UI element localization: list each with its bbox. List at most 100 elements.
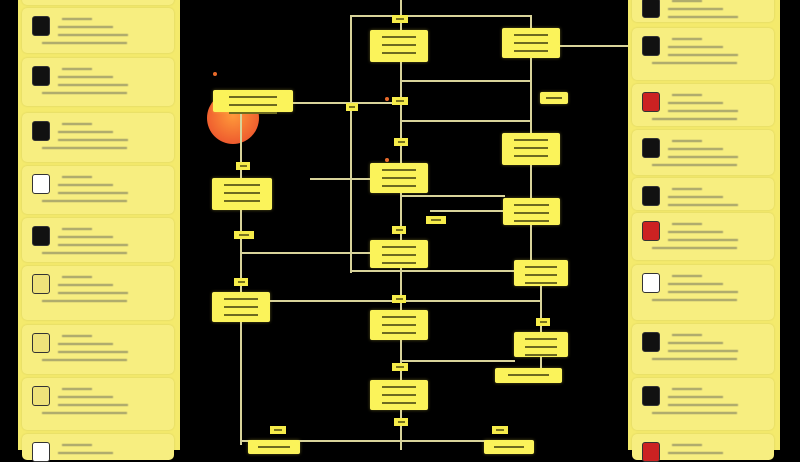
connector-line (240, 110, 242, 445)
left-sidebar-panel (18, 0, 180, 462)
text-line (58, 139, 128, 141)
node-text (258, 446, 290, 448)
card-item[interactable] (632, 84, 774, 126)
connector-line (310, 178, 370, 180)
flowchart-node[interactable] (484, 440, 534, 454)
node-text (513, 139, 549, 141)
node-text (514, 212, 549, 214)
text-line (58, 292, 128, 294)
text-line (42, 300, 127, 302)
card-item[interactable] (22, 58, 174, 106)
flowchart-node[interactable] (514, 260, 568, 286)
connector-label (234, 278, 248, 286)
node-text (524, 266, 558, 268)
connector-line (240, 252, 370, 254)
flowchart-node[interactable] (502, 28, 560, 58)
red-logo-icon (642, 442, 660, 462)
card-item[interactable] (632, 178, 774, 210)
card-item[interactable] (632, 434, 774, 462)
text-line (62, 444, 92, 446)
document-icon (32, 274, 50, 294)
flowchart-node[interactable] (213, 90, 293, 114)
text-line (58, 26, 113, 28)
node-text (381, 394, 417, 396)
flowchart-node[interactable] (248, 440, 300, 454)
flowchart-node[interactable] (503, 198, 560, 225)
flowchart-node[interactable] (370, 240, 428, 268)
node-text (381, 402, 417, 404)
card-item[interactable] (22, 434, 174, 462)
text-line (668, 110, 738, 112)
text-line (652, 358, 737, 360)
node-text (229, 96, 277, 98)
text-line (668, 156, 738, 158)
node-text (381, 324, 417, 326)
node-text (381, 185, 417, 187)
text-line (668, 350, 738, 352)
flowchart-node[interactable] (370, 310, 428, 340)
connector-line (400, 120, 532, 122)
card-item[interactable] (632, 0, 774, 22)
flowchart-node[interactable] (212, 178, 272, 210)
text-line (42, 359, 127, 361)
card-item[interactable] (22, 113, 174, 162)
node-text (513, 147, 549, 149)
flowchart-node[interactable] (540, 92, 568, 104)
text-line (62, 228, 92, 230)
marker-dot (385, 97, 389, 101)
connector-label (394, 138, 408, 146)
connector-label (346, 103, 358, 111)
text-line (672, 0, 702, 2)
text-line (42, 147, 127, 149)
connector-line (400, 300, 540, 302)
car-icon (32, 226, 50, 246)
marker-dot (213, 72, 217, 76)
card-item[interactable] (22, 218, 174, 262)
flowchart-node[interactable] (212, 292, 270, 322)
text-line (668, 8, 723, 10)
text-line (672, 94, 702, 96)
node-text (223, 306, 259, 308)
text-line (58, 184, 113, 186)
node-text (513, 42, 549, 44)
flowchart-node[interactable] (370, 380, 428, 410)
card-item[interactable] (632, 213, 774, 260)
connector-label (270, 426, 286, 434)
text-line (58, 131, 113, 133)
text-line (58, 404, 128, 406)
flowchart-node[interactable] (495, 368, 562, 383)
text-line (62, 18, 92, 20)
node-text (381, 332, 417, 334)
text-line (42, 252, 127, 254)
playing-card-icon (32, 442, 50, 462)
flowchart-node[interactable] (370, 30, 428, 62)
card-item[interactable] (632, 28, 774, 80)
diamond-circle-icon (32, 66, 50, 86)
card-item[interactable] (632, 130, 774, 175)
connector-label (394, 418, 408, 426)
text-line (58, 452, 113, 454)
text-line (668, 452, 723, 454)
text-line (668, 196, 723, 198)
card-item[interactable] (22, 166, 174, 214)
flowchart-node[interactable] (370, 163, 428, 193)
card-item[interactable] (22, 0, 174, 5)
card-item[interactable] (632, 324, 774, 374)
card-item[interactable] (632, 378, 774, 430)
text-line (668, 102, 723, 104)
card-item[interactable] (22, 8, 174, 53)
node-text (224, 192, 260, 194)
phone-icon (642, 36, 660, 56)
node-text (224, 184, 260, 186)
text-line (668, 148, 723, 150)
node-text (513, 50, 549, 52)
card-item[interactable] (632, 265, 774, 320)
card-item[interactable] (22, 325, 174, 374)
circle-logo-icon (642, 186, 660, 206)
flowchart-node[interactable] (502, 133, 560, 165)
flowchart-node[interactable] (514, 332, 568, 357)
text-line (668, 396, 723, 398)
connector-line (400, 360, 515, 362)
card-item[interactable] (22, 378, 174, 430)
card-item[interactable] (22, 266, 174, 320)
